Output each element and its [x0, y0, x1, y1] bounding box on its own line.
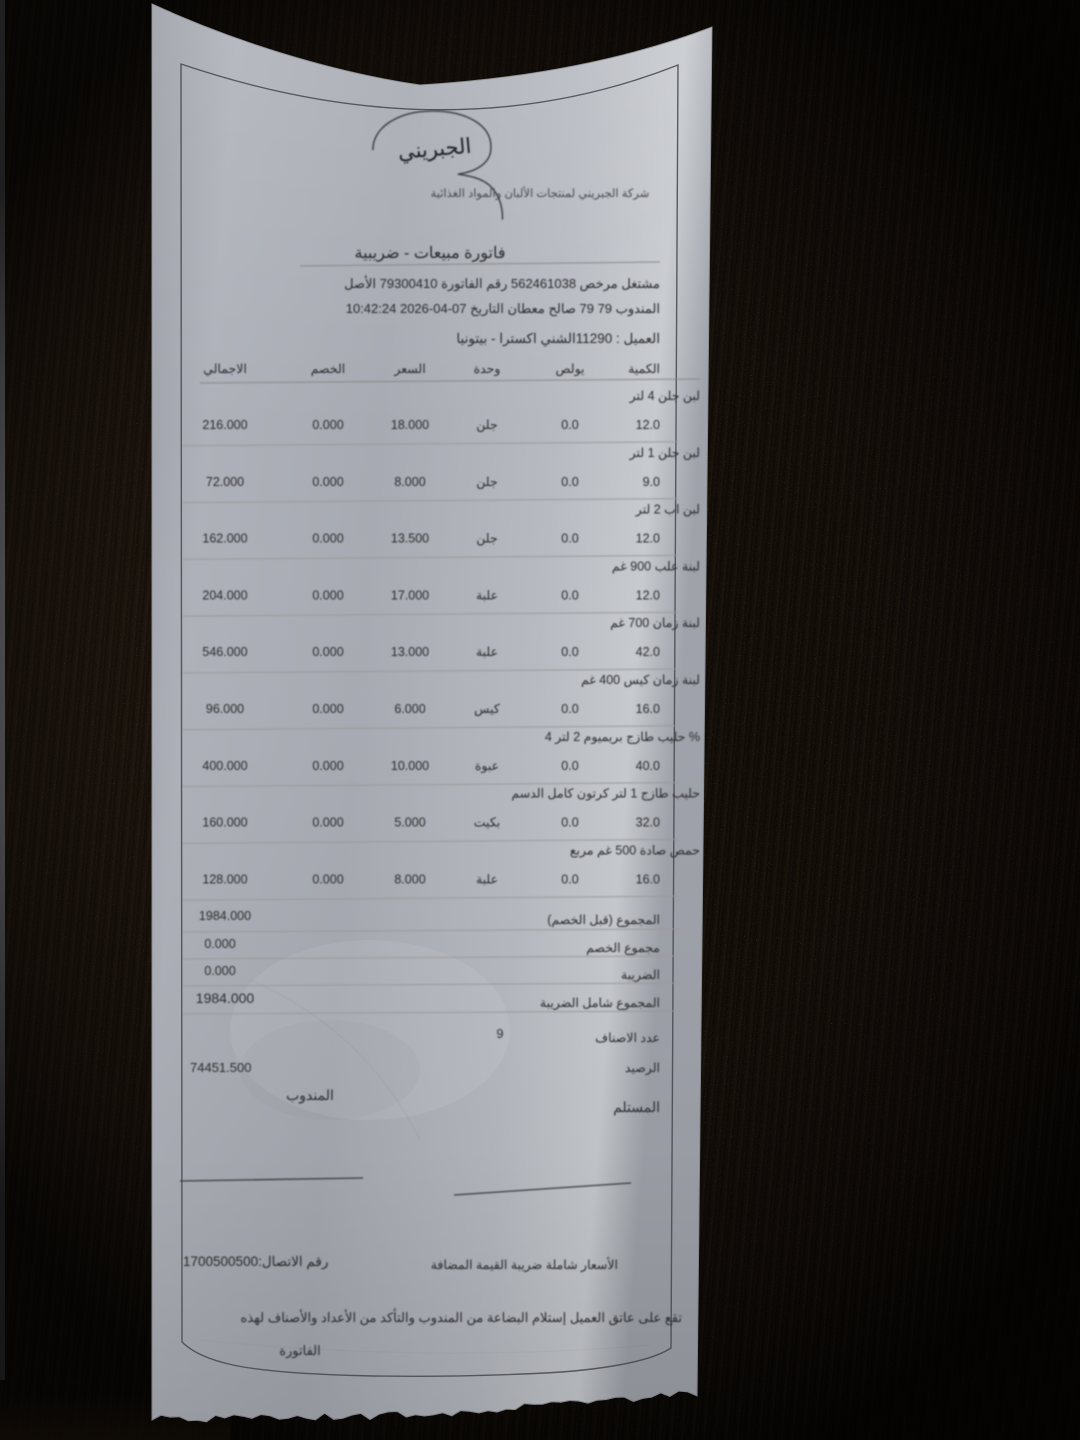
svg-text:1984.000: 1984.000: [199, 909, 251, 923]
svg-text:42.0: 42.0: [636, 645, 660, 659]
svg-text:8.000: 8.000: [394, 475, 425, 489]
svg-text:5.000: 5.000: [394, 816, 425, 830]
svg-text:0.000: 0.000: [312, 475, 343, 489]
svg-text:0.0: 0.0: [561, 418, 578, 432]
svg-text:تقع على عاتق العميل إستلام الب: تقع على عاتق العميل إستلام البضاعة من ال…: [241, 1308, 683, 1326]
svg-text:الفاتورة: الفاتورة: [279, 1343, 321, 1359]
svg-text:علبة: علبة: [476, 872, 498, 886]
svg-text:0.000: 0.000: [312, 532, 343, 546]
svg-text:12.0: 12.0: [636, 588, 660, 602]
svg-text:16.0: 16.0: [636, 872, 660, 886]
svg-text:جلن: جلن: [476, 532, 498, 547]
svg-text:المجموع شامل الضريبة: المجموع شامل الضريبة: [540, 996, 660, 1011]
svg-text:بكيت: بكيت: [474, 816, 500, 830]
svg-text:0.0: 0.0: [561, 872, 578, 886]
svg-text:160.000: 160.000: [202, 816, 247, 830]
svg-text:الكمية: الكمية: [628, 362, 660, 376]
svg-text:الجبريني: الجبريني: [397, 134, 472, 165]
svg-text:16.0: 16.0: [636, 702, 660, 716]
svg-text:0.000: 0.000: [312, 645, 343, 659]
svg-text:فاتورة مبيعات - ضريبية: فاتورة مبيعات - ضريبية: [355, 245, 506, 262]
svg-text:جلن: جلن: [476, 418, 498, 433]
svg-text:162.000: 162.000: [202, 532, 247, 546]
svg-text:13.500: 13.500: [391, 532, 429, 546]
svg-text:0.0: 0.0: [561, 645, 578, 659]
svg-text:لبنة زمان 700 غم: لبنة زمان 700 غم: [610, 616, 700, 631]
svg-text:حمص صادة 500 غم مربع: حمص صادة 500 غم مربع: [570, 843, 700, 858]
svg-text:12.0: 12.0: [636, 418, 660, 432]
svg-text:لبنة زمان كيس 400 غم: لبنة زمان كيس 400 غم: [581, 673, 700, 688]
svg-text:400.000: 400.000: [202, 759, 247, 773]
svg-text:216.000: 216.000: [202, 418, 247, 432]
svg-text:40.0: 40.0: [636, 759, 660, 773]
svg-text:لبن جلن 1 لتر: لبن جلن 1 لتر: [629, 446, 700, 461]
svg-text:0.000: 0.000: [312, 588, 343, 602]
svg-text:الضريبة: الضريبة: [621, 968, 660, 983]
svg-text:128.000: 128.000: [202, 872, 247, 886]
svg-text:الرصيد: الرصيد: [625, 1061, 660, 1076]
svg-text:96.000: 96.000: [206, 702, 244, 716]
svg-text:0.0: 0.0: [561, 702, 578, 716]
svg-text:عبوة: عبوة: [475, 759, 499, 774]
svg-text:مشتغل مرخص 562461038 رقم الف: مشتغل مرخص 562461038 رقم الفاتورة 793004…: [344, 275, 660, 292]
svg-text:مجموع الخصم: مجموع الخصم: [586, 941, 660, 956]
svg-text:0.0: 0.0: [561, 759, 578, 773]
svg-text:يولص: يولص: [555, 362, 585, 377]
svg-text:0.0: 0.0: [561, 816, 578, 830]
svg-text:18.000: 18.000: [391, 418, 429, 432]
svg-text:المندوب 79 79 صالح معطان الت: المندوب 79 79 صالح معطان التاريخ 07-04-2…: [346, 301, 660, 317]
svg-text:0.0: 0.0: [561, 475, 578, 489]
svg-text:13.000: 13.000: [391, 645, 429, 659]
svg-text:جلن: جلن: [476, 475, 498, 490]
svg-text:32.0: 32.0: [636, 816, 660, 830]
svg-text:546.000: 546.000: [202, 645, 247, 659]
svg-text:0.0: 0.0: [561, 532, 578, 546]
svg-text:1984.000: 1984.000: [196, 990, 255, 1006]
svg-text:0.0: 0.0: [561, 588, 578, 602]
svg-text:6.000: 6.000: [394, 702, 425, 716]
svg-text:المجموع (قبل الخصم): المجموع (قبل الخصم): [547, 913, 660, 928]
svg-text:الخصم: الخصم: [311, 362, 346, 377]
svg-text:وحدة: وحدة: [474, 362, 501, 377]
svg-text:لبن اب 2 لتر: لبن اب 2 لتر: [635, 503, 700, 518]
svg-text:المندوب: المندوب: [286, 1087, 334, 1104]
svg-text:الاجمالي: الاجمالي: [203, 362, 247, 376]
svg-text:9: 9: [497, 1027, 504, 1041]
svg-text:المستلم: المستلم: [613, 1099, 660, 1116]
svg-text:السعر: السعر: [393, 362, 425, 377]
svg-text:عدد الاصناف: عدد الاصناف: [595, 1031, 660, 1045]
svg-text:0.000: 0.000: [204, 964, 235, 978]
svg-text:0.000: 0.000: [312, 418, 343, 432]
svg-text:رقم الاتصال:1700500500: رقم الاتصال:1700500500: [183, 1254, 328, 1270]
svg-text:0.000: 0.000: [312, 872, 343, 886]
svg-text:8.000: 8.000: [394, 872, 425, 886]
svg-text:74451.500: 74451.500: [190, 1060, 251, 1075]
svg-text:0.000: 0.000: [312, 702, 343, 716]
svg-text:9.0: 9.0: [643, 475, 660, 489]
svg-text:72.000: 72.000: [206, 475, 244, 489]
svg-text:حليب طازج 1 لتر كرتون كامل الد: حليب طازج 1 لتر كرتون كامل الدسم: [511, 787, 700, 802]
svg-text:204.000: 204.000: [202, 588, 247, 602]
svg-text:12.0: 12.0: [636, 532, 660, 546]
svg-text:شركة الجبريني لمنتجات الألبان: شركة الجبريني لمنتجات الألبان والمواد ال…: [431, 185, 650, 200]
svg-text:علبة: علبة: [476, 645, 498, 659]
svg-text:علبة: علبة: [476, 588, 498, 602]
svg-text:0.000: 0.000: [312, 759, 343, 773]
svg-text:العميل : 11290الشني اكسترا -: العميل : 11290الشني اكسترا - بيتونيا: [456, 331, 660, 347]
svg-text:حليب طازج بريميوم 2 لتر 4 %: حليب طازج بريميوم 2 لتر 4 %: [545, 730, 700, 745]
svg-text:0.000: 0.000: [204, 937, 235, 951]
svg-text:كيس: كيس: [474, 702, 501, 717]
svg-text:17.000: 17.000: [391, 588, 429, 602]
svg-text:0.000: 0.000: [312, 816, 343, 830]
svg-text:الأسعار شاملة ضريبة القيمة الم: الأسعار شاملة ضريبة القيمة المضافة: [431, 1256, 618, 1273]
svg-text:لبن جلن 4 لتر: لبن جلن 4 لتر: [629, 389, 700, 404]
svg-text:10.000: 10.000: [391, 759, 429, 773]
svg-text:لبنة علب 900 غم: لبنة علب 900 غم: [612, 559, 700, 574]
